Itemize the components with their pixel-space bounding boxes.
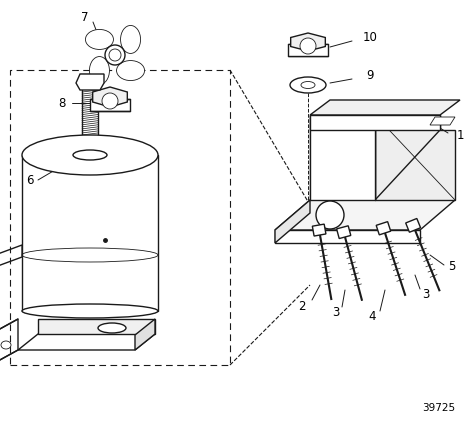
Polygon shape xyxy=(376,221,391,235)
Ellipse shape xyxy=(22,135,158,175)
Polygon shape xyxy=(430,117,455,125)
Text: 39725: 39725 xyxy=(422,403,455,413)
Polygon shape xyxy=(406,218,420,232)
Ellipse shape xyxy=(22,304,158,318)
Text: 5: 5 xyxy=(448,261,456,274)
Polygon shape xyxy=(310,115,375,200)
Text: 10: 10 xyxy=(363,31,377,43)
Text: 8: 8 xyxy=(58,96,66,110)
Polygon shape xyxy=(0,245,22,267)
Polygon shape xyxy=(275,200,455,230)
Text: 6: 6 xyxy=(26,173,34,187)
Circle shape xyxy=(105,45,125,65)
Polygon shape xyxy=(0,319,18,361)
Polygon shape xyxy=(291,33,325,51)
Text: 3: 3 xyxy=(332,306,340,320)
Polygon shape xyxy=(310,100,460,115)
Ellipse shape xyxy=(98,323,126,333)
Ellipse shape xyxy=(301,82,315,88)
Ellipse shape xyxy=(85,29,113,49)
Text: 7: 7 xyxy=(81,11,89,23)
Polygon shape xyxy=(288,44,328,56)
Polygon shape xyxy=(275,230,420,243)
Polygon shape xyxy=(38,319,155,334)
Text: 3: 3 xyxy=(422,289,430,301)
Polygon shape xyxy=(18,334,155,350)
Ellipse shape xyxy=(1,341,11,349)
Text: 9: 9 xyxy=(366,68,374,82)
Ellipse shape xyxy=(90,57,109,85)
Text: 1: 1 xyxy=(456,128,464,142)
Polygon shape xyxy=(310,115,440,130)
Polygon shape xyxy=(93,87,128,107)
Ellipse shape xyxy=(117,60,145,81)
Ellipse shape xyxy=(73,150,107,160)
Ellipse shape xyxy=(120,26,141,54)
Polygon shape xyxy=(375,115,455,200)
Text: 4: 4 xyxy=(368,311,376,323)
Polygon shape xyxy=(76,74,104,90)
Polygon shape xyxy=(312,224,326,236)
Circle shape xyxy=(109,49,121,61)
Polygon shape xyxy=(337,226,351,238)
Circle shape xyxy=(300,38,316,54)
Polygon shape xyxy=(90,99,130,111)
Ellipse shape xyxy=(290,77,326,93)
Polygon shape xyxy=(135,319,155,350)
Circle shape xyxy=(102,93,118,109)
Polygon shape xyxy=(275,200,310,243)
Circle shape xyxy=(316,201,344,229)
Text: 2: 2 xyxy=(298,300,306,314)
